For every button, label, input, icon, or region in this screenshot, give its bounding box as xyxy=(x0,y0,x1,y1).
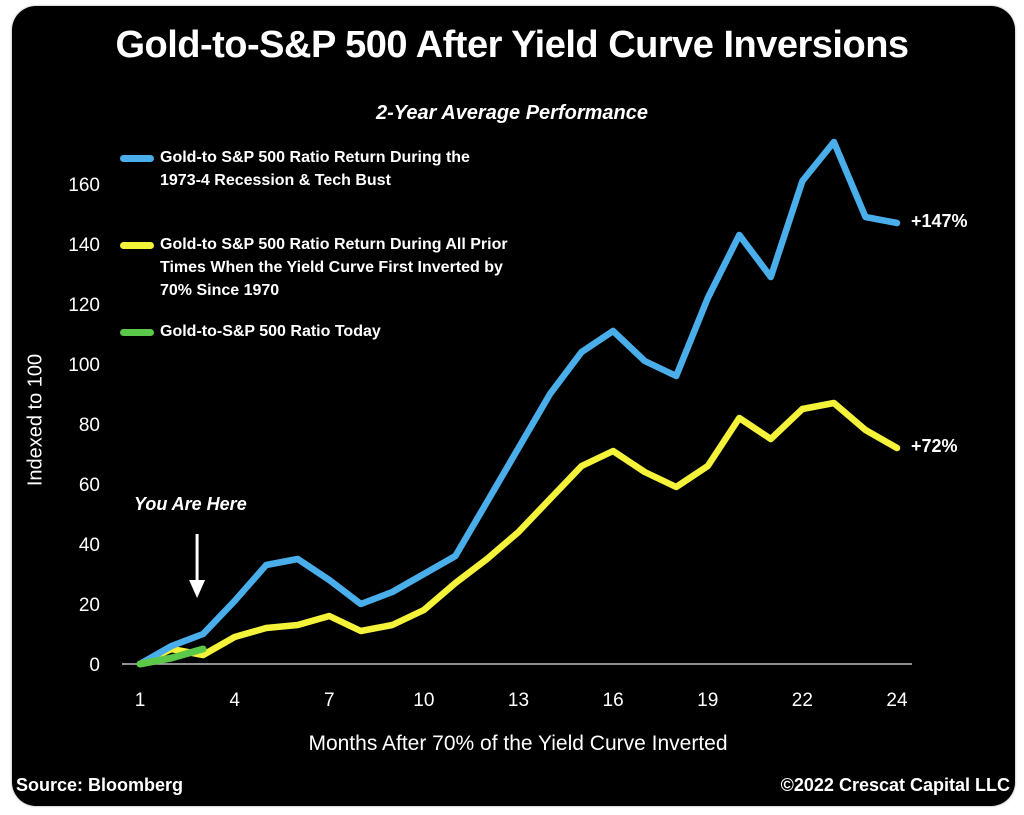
legend-label-line: Gold-to-S&P 500 Ratio Today xyxy=(160,323,381,340)
x-tick-label: 7 xyxy=(324,690,335,711)
y-tick-label: 160 xyxy=(68,175,100,196)
y-tick-label: 120 xyxy=(68,295,100,316)
down-arrow-icon xyxy=(189,580,206,598)
x-tick-label: 16 xyxy=(603,690,624,711)
series-line-green xyxy=(136,645,207,668)
x-tick-label: 24 xyxy=(886,690,908,711)
legend-label-line: Times When the Yield Curve First Inverte… xyxy=(160,259,503,276)
x-tick-label: 4 xyxy=(229,690,240,711)
end-label-blue: +147% xyxy=(911,211,968,231)
y-tick-label: 40 xyxy=(79,535,100,556)
y-tick-label: 20 xyxy=(79,595,100,616)
legend-swatch-green xyxy=(120,329,154,336)
legend-swatch-blue xyxy=(120,155,154,162)
x-tick-label: 1 xyxy=(135,690,146,711)
legend-label-line: 70% Since 1970 xyxy=(160,282,280,299)
x-tick-label: 10 xyxy=(413,690,434,711)
x-tick-label: 22 xyxy=(792,690,813,711)
chart-card xyxy=(12,6,1015,806)
legend-item-yellow: Gold-to S&P 500 Ratio Return During All … xyxy=(120,233,508,302)
legend-item-green: Gold-to-S&P 500 Ratio Today xyxy=(120,320,381,343)
legend-swatch-yellow xyxy=(120,242,154,249)
source-note: Source: Bloomberg xyxy=(16,775,184,795)
legend-item-blue: Gold-to S&P 500 Ratio Return During the … xyxy=(120,146,470,192)
y-tick-label: 60 xyxy=(79,475,100,496)
x-tick-label: 19 xyxy=(697,690,718,711)
y-tick-label: 80 xyxy=(79,415,100,436)
y-tick-label: 0 xyxy=(89,655,100,676)
y-tick-label: 140 xyxy=(68,235,100,256)
chart-title: Gold-to-S&P 500 After Yield Curve Invers… xyxy=(115,24,909,66)
legend-label-line: Gold-to S&P 500 Ratio Return During All … xyxy=(160,236,508,253)
copyright-note: ©2022 Crescat Capital LLC xyxy=(780,775,1010,795)
chart-subtitle: 2-Year Average Performance xyxy=(376,102,648,124)
legend-label-line: Gold-to S&P 500 Ratio Return During the xyxy=(160,149,470,166)
x-axis-label: Months After 70% of the Yield Curve Inve… xyxy=(308,732,728,755)
legend-label-line: 1973-4 Recession & Tech Bust xyxy=(160,172,391,189)
end-label-yellow: +72% xyxy=(911,436,958,456)
x-tick-label: 13 xyxy=(508,690,529,711)
y-tick-label: 100 xyxy=(68,355,100,376)
series-line-blue xyxy=(136,138,901,668)
you-are-here-label: You Are Here xyxy=(134,494,247,514)
